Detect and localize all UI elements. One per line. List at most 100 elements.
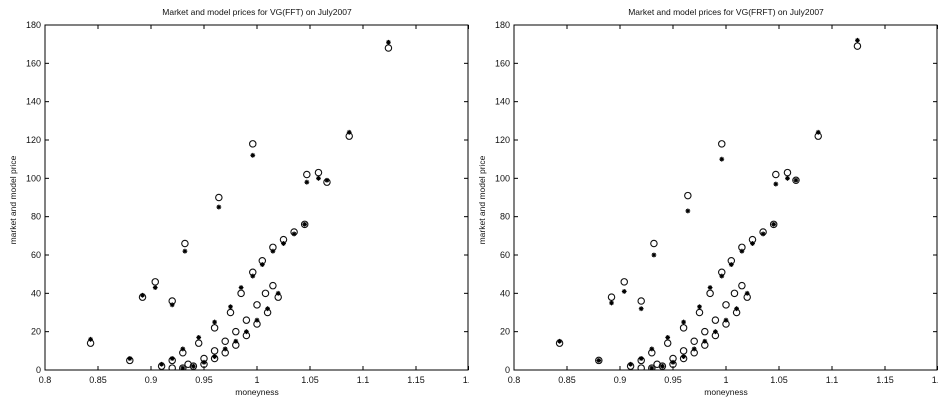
scatter-point-star [216,204,222,210]
scatter-point-circle [194,339,203,347]
scatter-point-star [275,290,281,296]
y-tick-label: 60 [500,250,510,260]
scatter-point-star [691,346,697,352]
scatter-point-circle [648,364,656,370]
scatter-point-star [628,361,633,367]
scatter-point-circle [249,140,257,148]
scatter-point-circle [690,337,698,345]
scatter-point-star [233,338,239,344]
scatter-point-star [685,208,691,214]
scatter-point-star [140,292,145,298]
chart-panel-fft: Market and model prices for VG(FFT) on J… [8,7,469,397]
scatter-point-star [270,248,276,254]
y-tick-label: 80 [31,212,41,222]
scatter-point-circle [738,281,746,290]
y-tick-label: 0 [505,365,510,375]
scatter-point-star [259,262,265,267]
y-tick-label: 120 [26,135,41,145]
scatter-point-star [750,241,755,246]
scatter-point-star [760,231,766,237]
scatter-point-star [386,39,391,45]
scatter-point-star [324,177,330,183]
scatter-point-star [771,221,777,227]
scatter-point-star [723,317,729,323]
x-tick-label: 0.9 [145,375,158,385]
scatter-point-star [346,129,352,135]
x-tick-label: 1.05 [301,375,319,385]
y-tick-label: 140 [26,97,41,107]
scatter-point-circle [637,297,645,305]
scatter-point-circle [210,347,219,355]
scatter-point-star [638,306,644,312]
scatter-point-circle [695,308,704,317]
scatter-point-star [201,359,207,365]
y-tick-label: 180 [495,20,510,30]
scatter-point-star [697,304,702,310]
x-tick-label: 0.9 [614,375,627,385]
scatter-point-star [212,319,217,325]
scatter-point-circle [607,293,616,301]
scatter-point-circle [595,356,603,365]
scatter-point-circle [783,168,792,177]
scatter-point-star [182,248,188,254]
scatter-point-circle [314,168,323,177]
scatter-point-circle [210,324,219,332]
x-tick-label: 1.1 [357,375,370,385]
x-tick-label: 1.15 [876,375,894,385]
x-tick-label: 1 [723,375,728,385]
scatter-point-star [719,156,725,162]
scatter-point-circle [181,239,189,248]
scatter-point-star [713,329,718,335]
scatter-point-star [660,363,665,369]
scatter-point-circle [722,301,730,309]
x-axis-label: moneyness [704,387,747,397]
markers-group [555,37,862,370]
chart-title: Market and model prices for VG(FRFT) on … [628,7,824,17]
scatter-point-star [773,181,779,187]
scatter-point-circle [221,337,229,345]
scatter-point-star [638,356,644,361]
y-tick-label: 80 [500,212,510,222]
scatter-point-star [681,354,686,359]
chart-title: Market and model prices for VG(FFT) on J… [162,7,352,17]
scatter-point-circle [261,289,270,298]
scatter-point-star [281,241,286,246]
scatter-point-circle [300,220,309,229]
scatter-point-circle [269,281,277,290]
scatter-point-star [244,329,249,335]
scatter-point-circle [215,193,223,202]
y-tick-label: 180 [26,20,41,30]
scatter-point-star [557,338,562,344]
scatter-point-star [302,221,308,227]
x-tick-label: 0.85 [89,375,107,385]
scatter-point-star [855,37,860,43]
y-tick-label: 160 [26,58,41,68]
chart-panel-frft: Market and model prices for VG(FRFT) on … [469,0,938,397]
scatter-point-star [621,289,627,294]
x-tick-label: 0.95 [195,375,213,385]
scatter-point-star [254,317,260,323]
y-tick-label: 120 [495,135,510,145]
scatter-point-circle [663,339,672,347]
scatter-point-star [250,152,256,158]
scatter-point-circle [706,289,714,298]
y-axis-label: market and model price [8,155,18,244]
scatter-point-circle [853,42,862,50]
scatter-point-circle [679,347,688,355]
x-tick-label: 1.05 [770,375,788,385]
y-tick-label: 60 [31,250,41,260]
scatter-point-star [785,175,790,181]
scatter-point-star [719,273,725,279]
scatter-point-star [316,175,321,181]
scatter-point-star [196,335,202,340]
scatter-point-star [728,262,734,267]
scatter-point-circle [184,360,192,368]
scatter-point-circle [730,289,739,298]
chart-svg-frft: Market and model prices for VG(FRFT) on … [477,7,938,397]
scatter-point-star [212,354,217,359]
scatter-point-star [250,273,256,279]
scatter-point-circle [384,44,393,52]
scatter-point-circle [653,360,661,368]
scatter-point-star [180,346,186,352]
scatter-point-star [222,346,228,352]
